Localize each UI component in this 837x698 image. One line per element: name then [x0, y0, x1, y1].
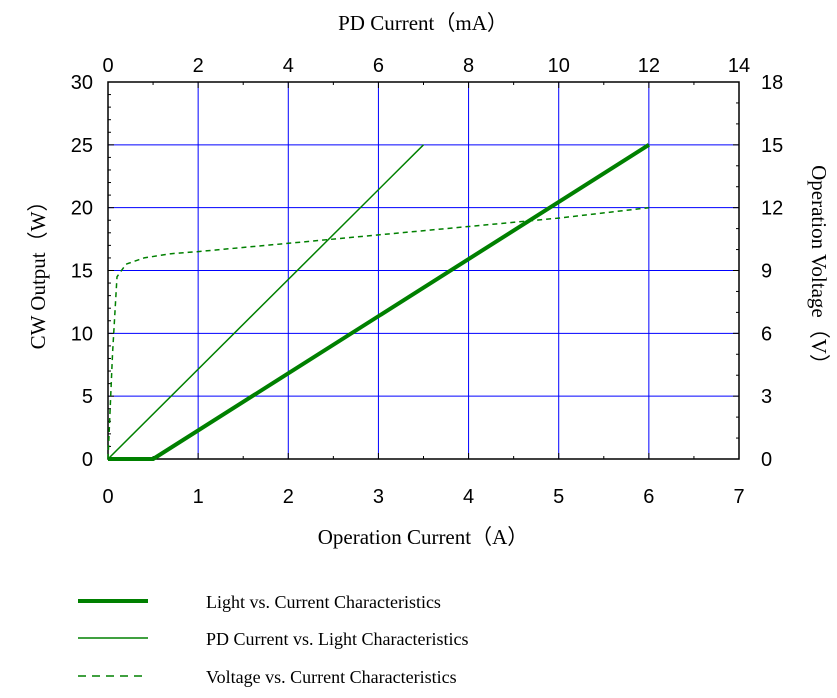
legend: Light vs. Current Characteristics PD Cur…	[78, 592, 468, 687]
x-tick-label: 2	[283, 486, 294, 508]
x-top-tick-label: 8	[463, 55, 474, 77]
y-tick-label: 5	[82, 386, 93, 408]
x-top-tick-label: 2	[193, 55, 204, 77]
x-tick-label: 0	[102, 486, 113, 508]
bottom-x-axis-title: Operation Current（A）	[318, 525, 529, 549]
legend-label-light-current: Light vs. Current Characteristics	[206, 592, 441, 612]
x-top-tick-label: 6	[373, 55, 384, 77]
y-tick-label: 10	[71, 323, 93, 345]
x-top-tick-label: 14	[728, 55, 750, 77]
right-y-axis-title: Operation Voltage（V）	[807, 165, 831, 375]
x-tick-label: 1	[193, 486, 204, 508]
y2-tick-label: 15	[761, 135, 783, 157]
x-tick-label: 6	[643, 486, 654, 508]
series-lines	[107, 143, 650, 461]
series-pd-current-vs-light	[107, 144, 425, 460]
grid	[108, 82, 739, 459]
y-tick-label: 30	[71, 72, 93, 94]
y-tick-label: 25	[71, 135, 93, 157]
x-top-tick-label: 10	[548, 55, 570, 77]
legend-label-pd-current: PD Current vs. Light Characteristics	[206, 629, 468, 649]
top-x-axis-title: PD Current（mA）	[338, 11, 508, 35]
y2-tick-label: 18	[761, 72, 783, 94]
y-tick-label: 0	[82, 449, 93, 471]
y2-tick-label: 6	[761, 323, 772, 345]
x-tick-label: 4	[463, 486, 474, 508]
y2-tick-label: 12	[761, 198, 783, 220]
series-light-vs-current	[108, 143, 650, 461]
y-tick-label: 15	[71, 261, 93, 283]
x-top-tick-label: 4	[283, 55, 294, 77]
x-top-tick-label: 12	[638, 55, 660, 77]
series-voltage-vs-current	[107, 206, 649, 460]
y2-tick-label: 9	[761, 261, 772, 283]
y2-tick-label: 0	[761, 449, 772, 471]
y2-tick-label: 3	[761, 386, 772, 408]
x-top-tick-label: 0	[102, 55, 113, 77]
left-y-axis-title: CW Output（W）	[26, 191, 50, 350]
y-tick-label: 20	[71, 198, 93, 220]
legend-label-voltage-current: Voltage vs. Current Characteristics	[206, 667, 457, 687]
x-tick-label: 3	[373, 486, 384, 508]
x-tick-label: 7	[733, 486, 744, 508]
x-tick-label: 5	[553, 486, 564, 508]
